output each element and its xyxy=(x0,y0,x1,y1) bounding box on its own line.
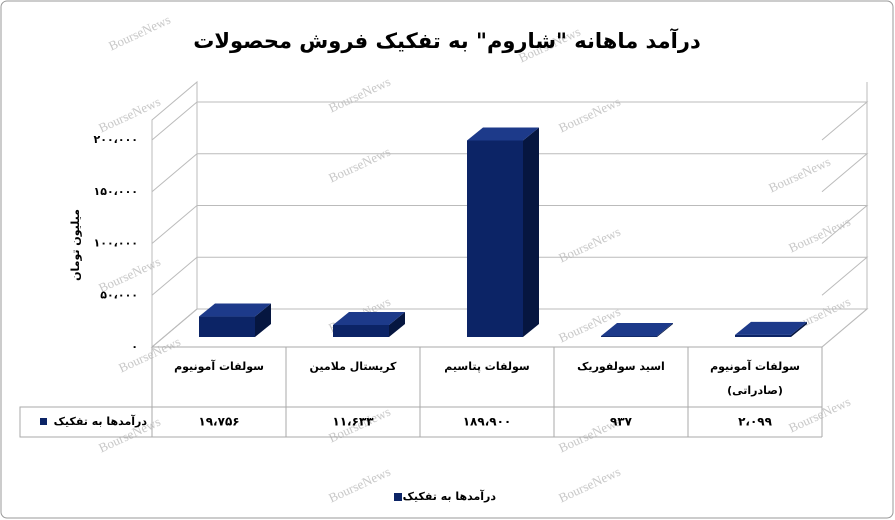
value-label: ۲،۰۹۹ xyxy=(738,415,773,429)
bar-top xyxy=(467,127,539,141)
x-tick-label: سولفات آمونیوم xyxy=(710,359,800,373)
bar-side xyxy=(389,311,405,337)
x-tick-label: کریستال ملامین xyxy=(310,360,398,373)
y-axis-label: میلیون تومان xyxy=(69,209,82,281)
value-label: ۱۹،۷۵۶ xyxy=(198,415,239,429)
bar-side xyxy=(657,323,673,337)
bar-top xyxy=(735,321,807,335)
bar-front xyxy=(467,140,523,337)
legend-swatch xyxy=(40,418,47,425)
bar-front xyxy=(199,316,255,337)
legend-label: درآمدها به تفکیک xyxy=(403,489,497,503)
legend-swatch xyxy=(394,493,402,501)
bar-top xyxy=(601,323,673,337)
chart-title: درآمد ماهانه "شاروم" به تفکیک فروش محصول… xyxy=(193,28,701,53)
bar-top xyxy=(333,311,405,325)
y-tick-label: ۱۰۰،۰۰۰ xyxy=(94,237,138,250)
bar-side xyxy=(255,303,271,337)
value-label: ۱۸۹،۹۰۰ xyxy=(463,415,512,429)
bar-front xyxy=(333,324,389,337)
value-label: ۱۱،۶۳۳ xyxy=(332,415,374,429)
x-tick-label: سولفات پتاسیم xyxy=(444,360,529,373)
legend-label: درآمدها به تفکیک xyxy=(54,414,148,428)
x-tick-label: اسید سولفوریک xyxy=(577,360,665,373)
bar-side xyxy=(523,127,539,338)
y-tick-label: ۰ xyxy=(131,340,138,353)
value-label: ۹۳۷ xyxy=(610,415,633,429)
bar-front xyxy=(735,334,791,337)
x-tick-label-cont: (صادراتی) xyxy=(727,384,783,397)
x-tick-label: سولفات آمونیوم xyxy=(174,359,264,373)
grid-line xyxy=(151,101,869,141)
bar-front xyxy=(601,336,657,337)
y-tick-label: ۲۰۰،۰۰۰ xyxy=(94,133,138,146)
bar-side xyxy=(791,321,807,337)
y-tick-label: ۱۵۰،۰۰۰ xyxy=(94,185,138,198)
bar-top xyxy=(199,303,271,317)
y-tick-label: ۵۰،۰۰۰ xyxy=(100,288,138,301)
